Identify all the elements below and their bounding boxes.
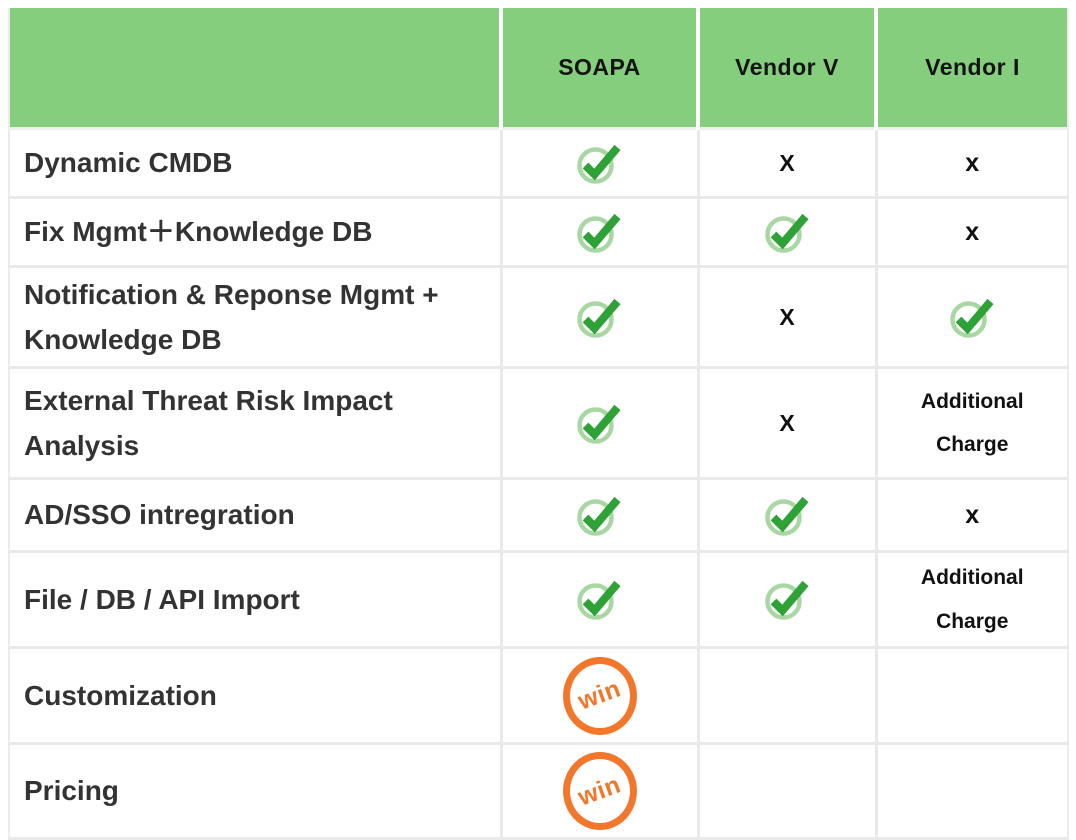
- feature-label: File / DB / API Import: [9, 551, 503, 649]
- table-row: Customization win: [9, 647, 1068, 745]
- soapa-cell: [501, 478, 700, 553]
- not-included-mark: x: [965, 217, 980, 246]
- header-row: SOAPA Vendor V Vendor I: [9, 8, 1068, 130]
- check-circle-icon: [577, 213, 621, 253]
- vendor-i-cell: [876, 647, 1068, 745]
- vendor-i-cell: x: [876, 478, 1068, 553]
- soapa-cell: [501, 197, 700, 268]
- vendor-v-cell: X: [698, 266, 878, 369]
- table-row: File / DB / API Import Additional Charge: [9, 551, 1068, 649]
- header-vendor-v: Vendor V: [698, 8, 878, 130]
- win-badge: win: [562, 656, 637, 735]
- soapa-cell: [501, 266, 700, 369]
- check-circle-icon: [764, 213, 809, 253]
- soapa-cell: [501, 551, 700, 649]
- check-circle-icon: [950, 298, 994, 338]
- feature-label: Fix Mgmt＋Knowledge DB: [9, 197, 503, 268]
- soapa-cell: win: [501, 743, 700, 840]
- not-included-mark: X: [779, 409, 795, 436]
- table-row: Pricing win: [9, 743, 1068, 840]
- vendor-i-cell: [876, 743, 1068, 840]
- vendor-v-cell: [698, 197, 878, 268]
- feature-label: AD/SSO intregration: [9, 478, 503, 553]
- vendor-i-cell: x: [876, 128, 1068, 199]
- feature-label: Pricing: [9, 743, 503, 840]
- check-circle-icon: [577, 496, 621, 536]
- check-circle-icon: [577, 298, 621, 338]
- vendor-v-cell: [698, 647, 878, 745]
- vendor-i-cell: [876, 266, 1068, 369]
- win-badge-label: win: [574, 674, 625, 716]
- vendor-v-cell: X: [698, 367, 878, 480]
- vendor-comparison-table: SOAPA Vendor V Vendor I Dynamic CMDB X x…: [8, 8, 1069, 840]
- check-circle-icon: [764, 496, 809, 536]
- soapa-cell: [501, 367, 700, 480]
- check-circle-icon: [577, 404, 621, 444]
- vendor-v-cell: [698, 743, 878, 840]
- not-included-mark: x: [965, 500, 980, 529]
- table-row: Dynamic CMDB X x: [9, 128, 1068, 199]
- win-badge-label: win: [574, 769, 625, 812]
- header-vendor-i: Vendor I: [876, 8, 1068, 130]
- vendor-v-cell: [698, 478, 878, 553]
- not-included-mark: X: [779, 303, 795, 330]
- feature-label: External Threat Risk Impact Analysis: [9, 367, 503, 480]
- header-feature-cell: [9, 8, 503, 130]
- vendor-v-cell: [698, 551, 878, 649]
- table-row: External Threat Risk Impact Analysis X A…: [9, 367, 1068, 480]
- check-circle-icon: [577, 580, 621, 620]
- feature-label: Notification & Reponse Mgmt + Knowledge …: [9, 266, 503, 369]
- header-soapa: SOAPA: [501, 8, 700, 130]
- not-included-mark: X: [779, 149, 795, 176]
- table-row: AD/SSO intregration x: [9, 478, 1068, 553]
- feature-label: Dynamic CMDB: [9, 128, 503, 199]
- table-row: Notification & Reponse Mgmt + Knowledge …: [9, 266, 1068, 369]
- check-circle-icon: [577, 144, 621, 184]
- soapa-cell: win: [501, 647, 700, 745]
- feature-label: Customization: [9, 647, 503, 745]
- win-badge: win: [562, 752, 637, 830]
- vendor-i-cell: Additional Charge: [876, 551, 1068, 649]
- check-circle-icon: [764, 580, 809, 620]
- soapa-cell: [501, 128, 700, 199]
- vendor-v-cell: X: [698, 128, 878, 199]
- not-included-mark: x: [965, 148, 980, 177]
- vendor-i-cell: x: [876, 197, 1068, 268]
- vendor-i-cell: Additional Charge: [876, 367, 1068, 480]
- table-row: Fix Mgmt＋Knowledge DB x: [9, 197, 1068, 268]
